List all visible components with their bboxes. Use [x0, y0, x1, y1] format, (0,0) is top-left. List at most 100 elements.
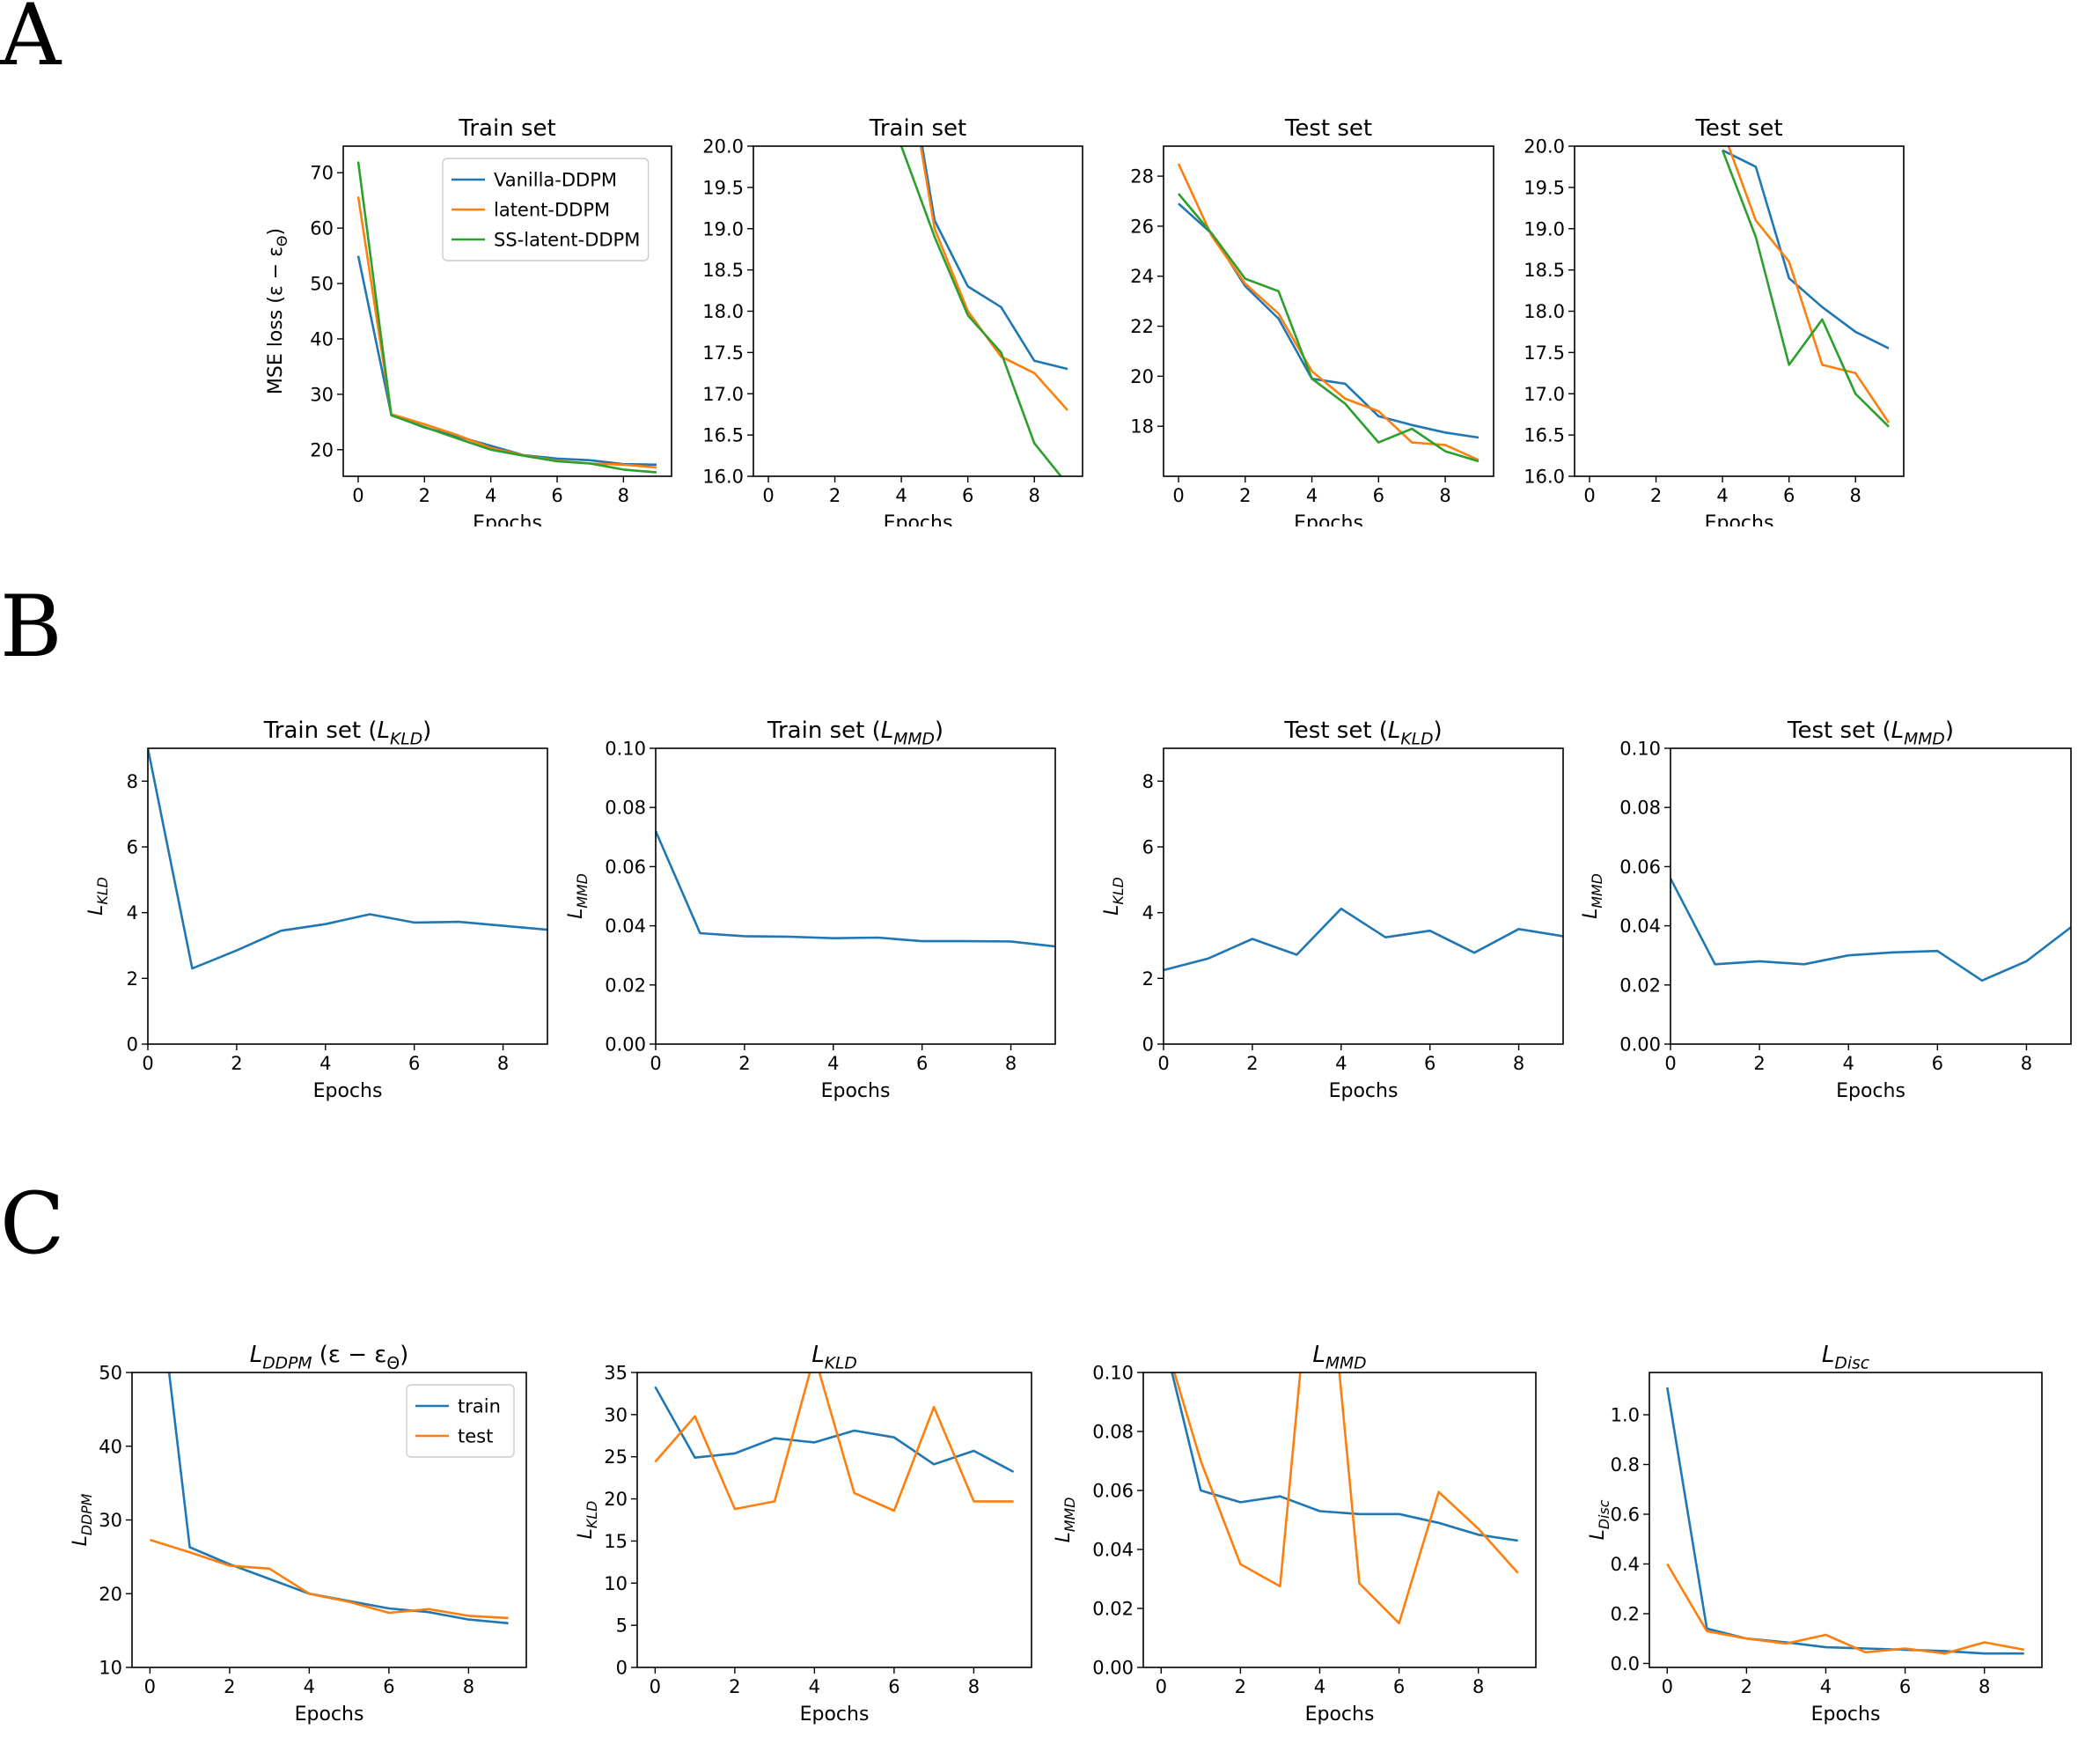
y-tick-label: 18 — [1130, 416, 1154, 438]
y-axis-label: LKLD​ — [85, 877, 111, 916]
x-axis-label: Epochs — [821, 1080, 891, 1102]
chart-title: Train set (LKLD​) — [263, 717, 432, 748]
x-axis-label: Epochs — [473, 512, 542, 534]
plot-frame — [1648, 1372, 2043, 1668]
x-tick-label: 2 — [738, 1053, 750, 1074]
y-tick-label: 0.4 — [1611, 1554, 1640, 1575]
x-tick-label: 0 — [1662, 1676, 1673, 1697]
x-tick-label: 8 — [497, 1053, 509, 1074]
y-tick-label: 1.0 — [1611, 1405, 1640, 1426]
y-tick-label: 20.0 — [702, 136, 744, 158]
y-axis-label: LMMD​ — [1580, 873, 1605, 919]
chart-2-3: 0 2 4 6 8 0.0 0.2 0.4 0.6 0.8 1.0 LDisc​ Epochs LDisc… — [1587, 1342, 2043, 1726]
y-tick-label: 20 — [310, 439, 334, 460]
y-tick-label: 0.6 — [1611, 1505, 1640, 1526]
x-tick-label: 4 — [809, 1676, 820, 1697]
y-tick-label: 18.5 — [1524, 260, 1565, 281]
series-line-2 — [1178, 193, 1480, 463]
x-tick-label: 8 — [618, 485, 629, 506]
x-tick-label: 4 — [304, 1676, 315, 1697]
y-tick-label: 19.5 — [1524, 177, 1565, 198]
y-tick-label: 30 — [310, 384, 334, 405]
series-line-0 — [654, 1386, 1015, 1474]
y-tick-label: 17.0 — [702, 384, 744, 405]
x-tick-label: 6 — [962, 485, 973, 506]
y-tick-label: 60 — [310, 218, 334, 239]
y-axis-label: LDisc​ — [1587, 1499, 1612, 1540]
x-tick-label: 2 — [1753, 1053, 1765, 1074]
y-tick-label: 0.10 — [1092, 1363, 1134, 1384]
x-axis-label: Epochs — [313, 1080, 383, 1102]
series-line-1 — [919, 146, 1068, 411]
series-line-1 — [1666, 1563, 2024, 1655]
x-tick-label: 6 — [1899, 1676, 1911, 1697]
x-tick-label: 4 — [485, 485, 496, 506]
panel-letter-c: C — [0, 1174, 64, 1273]
y-tick-label: 35 — [604, 1363, 628, 1384]
chart-title: Train set (LMMD​) — [767, 717, 944, 748]
y-axis-label: LDDPM​ — [70, 1493, 95, 1546]
chart-title: LMMD​ — [1312, 1342, 1366, 1372]
y-tick-label: 0.04 — [605, 916, 646, 937]
x-axis-label: Epochs — [1836, 1080, 1905, 1102]
x-tick-label: 0 — [1583, 485, 1595, 506]
y-tick-label: 0.06 — [605, 857, 646, 878]
chart-1-3: 0 2 4 6 8 0.00 0.02 0.04 0.06 0.08 0.10 Test set (L… — [1580, 717, 2072, 1102]
x-tick-label: 8 — [1979, 1676, 1990, 1697]
x-tick-label: 4 — [1314, 1676, 1325, 1697]
x-tick-label: 6 — [916, 1053, 928, 1074]
x-tick-label: 2 — [1235, 1676, 1246, 1697]
series-line-0 — [921, 146, 1068, 371]
x-tick-label: 6 — [1424, 1053, 1435, 1074]
y-tick-label: 30 — [604, 1404, 628, 1425]
y-tick-label: 16.0 — [702, 467, 744, 488]
x-tick-label: 2 — [231, 1053, 242, 1074]
y-tick-label: 8 — [127, 771, 138, 792]
y-tick-label: 25 — [604, 1446, 628, 1468]
x-tick-label: 8 — [1029, 485, 1040, 506]
chart-title: Test set — [1694, 115, 1782, 142]
series-line-0 — [1178, 202, 1480, 439]
y-tick-label: 0.04 — [1619, 916, 1661, 937]
y-tick-label: 17.0 — [1524, 384, 1565, 405]
chart-2-2: 0 2 4 6 8 0.00 0.02 0.04 0.06 0.08 0.10 LMMD​ Epochs… — [1053, 1342, 1537, 1726]
x-tick-label: 2 — [1741, 1676, 1752, 1697]
chart-2-1: 0 2 4 6 8 0 5 10 15 20 25 30 35 LKLD​ Epochs LKLD​ — [575, 1342, 1032, 1726]
x-tick-label: 0 — [762, 485, 774, 506]
x-tick-label: 4 — [1716, 485, 1728, 506]
x-tick-label: 6 — [383, 1676, 394, 1697]
x-axis-label: Epochs — [1811, 1704, 1881, 1726]
y-tick-label: 28 — [1130, 166, 1154, 188]
y-tick-label: 6 — [127, 837, 138, 858]
y-tick-label: 20 — [99, 1584, 122, 1605]
series-line-2 — [1721, 150, 1890, 428]
plot-frame — [753, 145, 1083, 477]
x-tick-label: 4 — [827, 1053, 839, 1074]
y-tick-label: 18.0 — [1524, 301, 1565, 322]
chart-title: Test set (LKLD​) — [1283, 717, 1442, 748]
plot-frame — [636, 1372, 1032, 1668]
series-line-0 — [1670, 878, 2071, 982]
y-tick-label: 26 — [1130, 216, 1154, 237]
x-axis-label: Epochs — [800, 1704, 870, 1726]
y-axis-label: MSE loss (ε − εΘ​) — [265, 228, 290, 394]
chart-2-0: 0 2 4 6 8 10 20 30 40 50 LDDPM​ (ε − εΘ​) Epochs LDD… — [70, 1342, 527, 1726]
x-axis-label: Epochs — [1305, 1704, 1375, 1726]
plot-frame — [1142, 1372, 1537, 1668]
x-tick-label: 4 — [895, 485, 907, 506]
x-tick-label: 6 — [1373, 485, 1384, 506]
series-line-1 — [1727, 146, 1891, 423]
plot-frame — [147, 747, 548, 1045]
x-tick-label: 4 — [1306, 485, 1318, 506]
x-tick-label: 6 — [888, 1676, 899, 1697]
y-tick-label: 0.2 — [1611, 1603, 1640, 1624]
series-line-0 — [656, 830, 1055, 948]
panel-letter-b: B — [0, 578, 62, 676]
x-tick-label: 8 — [1005, 1053, 1017, 1074]
y-tick-label: 0.00 — [1092, 1658, 1134, 1679]
plot-frame — [1163, 747, 1564, 1045]
y-tick-label: 0.08 — [605, 798, 646, 819]
x-tick-label: 2 — [1650, 485, 1662, 506]
y-tick-label: 0 — [616, 1658, 628, 1679]
